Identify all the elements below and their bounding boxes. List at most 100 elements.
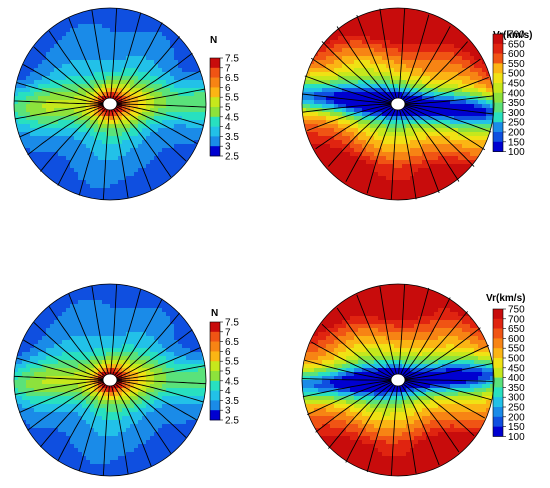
colorbar-tick-label: 4.5 (225, 112, 239, 123)
colorbar-ticks: 7.576.565.554.543.532.5 (220, 318, 239, 427)
colorbar-swatch (210, 361, 220, 372)
colorbar-swatch (210, 116, 220, 127)
colorbar: Vr(km/s) 7507006506005505004504003503002… (486, 293, 525, 443)
colorbar-swatch (493, 122, 503, 133)
colorbar-tick-label: 550 (508, 344, 525, 355)
colorbar: Vr(km/s) 7006506005505004504003503002502… (492, 30, 532, 158)
colorbar-swatch (210, 77, 220, 88)
colorbar-swatch (493, 102, 503, 113)
colorbar-swatch (493, 73, 503, 84)
colorbar-tick-label: 500 (508, 69, 525, 80)
colorbar-tick-label: 350 (508, 98, 525, 109)
colorbar-swatch (493, 358, 503, 369)
colorbar-tick-label: 100 (508, 147, 525, 158)
colorbar-swatch (493, 309, 503, 320)
colorbar-swatch (493, 43, 503, 54)
colorbar-swatch (493, 141, 503, 152)
colorbar-swatch (493, 367, 503, 378)
colorbar-swatch (210, 410, 220, 421)
colorbar-tick-label: 3 (225, 142, 231, 153)
colorbar-title: Vr(km/s) (493, 30, 532, 41)
colorbar-swatch (210, 331, 220, 342)
streamlines (14, 8, 206, 200)
colorbar-swatch (493, 318, 503, 329)
colorbar-swatch (493, 112, 503, 123)
colorbar: N 7.576.565.554.543.532.5 (209, 35, 239, 163)
colorbar-tick-label: 600 (508, 49, 525, 60)
colorbar-tick-label: 400 (508, 88, 525, 99)
colorbar-tick-label: 6 (225, 83, 231, 94)
colorbar-swatch (210, 380, 220, 391)
colorbar-ticks: 7.576.565.554.543.532.5 (220, 54, 239, 163)
colorbar-swatch (210, 58, 220, 69)
colorbar-title: N (210, 35, 217, 46)
colorbar-swatch (210, 341, 220, 352)
colorbar-swatch (210, 67, 220, 78)
streamlines (302, 8, 494, 200)
colorbar-tick-label: 3 (225, 406, 231, 417)
colorbar-tick-label: 6.5 (225, 337, 239, 348)
colorbar-swatch (210, 146, 220, 157)
colorbar-tick-label: 300 (508, 108, 525, 119)
colorbar-tick-label: 3.5 (225, 396, 239, 407)
colorbar-swatch (210, 136, 220, 147)
colorbar-tick-label: 200 (508, 412, 525, 423)
colorbar-tick-label: 500 (508, 354, 525, 365)
colorbar-tick-label: 150 (508, 137, 525, 148)
colorbar-swatch (210, 107, 220, 118)
colorbar-tick-label: 700 (508, 314, 525, 325)
colorbar-swatch (493, 34, 503, 45)
streamlines (14, 284, 206, 476)
colorbar-swatch (210, 97, 220, 108)
colorbar-tick-label: 200 (508, 128, 525, 139)
colorbar-tick-label: 2.5 (225, 416, 239, 427)
colorbar-tick-label: 6 (225, 347, 231, 358)
colorbar-swatch (210, 351, 220, 362)
colorbar-ticks: 7507006506005505004504003503002502001501… (503, 305, 525, 443)
colorbar-title: N (211, 308, 218, 319)
colorbar-tick-label: 100 (508, 432, 525, 443)
colorbar: N 7.576.565.554.543.532.5 (209, 308, 239, 427)
colorbar-tick-label: 250 (508, 118, 525, 129)
colorbar-tick-label: 3.5 (225, 132, 239, 143)
colorbar-tick-label: 550 (508, 59, 525, 70)
colorbar-swatch (493, 338, 503, 349)
colorbar-swatch (493, 407, 503, 418)
colorbar-swatches (209, 321, 221, 421)
colorbar-tick-label: 600 (508, 334, 525, 345)
streamlines (302, 283, 494, 477)
colorbar-swatch (493, 132, 503, 143)
colorbar-tick-label: 4 (225, 122, 231, 133)
panel-bottom-right: Vr(km/s) 7507006506005505004504003503002… (301, 283, 525, 477)
colorbar-swatch (493, 377, 503, 388)
colorbar-tick-label: 7.5 (225, 54, 239, 65)
colorbar-tick-label: 650 (508, 39, 525, 50)
colorbar-tick-label: 5.5 (225, 357, 239, 368)
panel-bottom-left: N 7.576.565.554.543.532.5 (13, 283, 239, 477)
colorbar-swatches (209, 57, 221, 157)
colorbar-tick-label: 6.5 (225, 73, 239, 84)
colorbar-swatch (210, 87, 220, 98)
panel-top-left: N 7.576.565.554.543.532.5 (13, 7, 239, 201)
colorbar-title: Vr(km/s) (486, 293, 525, 304)
colorbar-tick-label: 4 (225, 386, 231, 397)
colorbar-tick-label: 750 (508, 305, 525, 316)
colorbar-tick-label: 700 (508, 30, 525, 41)
colorbar-swatch (493, 83, 503, 94)
colorbar-tick-label: 650 (508, 324, 525, 335)
colorbar-tick-label: 450 (508, 363, 525, 374)
colorbar-tick-label: 2.5 (225, 152, 239, 163)
colorbar-tick-label: 5 (225, 367, 231, 378)
colorbar-tick-label: 5 (225, 103, 231, 114)
colorbar-tick-label: 250 (508, 403, 525, 414)
colorbar-swatches (492, 33, 504, 152)
colorbar-swatches (492, 308, 504, 437)
panel-top-right: Vr(km/s) 7006506005505004504003503002502… (301, 7, 532, 201)
colorbar-tick-label: 5.5 (225, 93, 239, 104)
colorbar-tick-label: 400 (508, 373, 525, 384)
colorbar-swatch (210, 371, 220, 382)
colorbar-swatch (493, 387, 503, 398)
colorbar-tick-label: 7.5 (225, 318, 239, 329)
colorbar-swatch (493, 426, 503, 437)
